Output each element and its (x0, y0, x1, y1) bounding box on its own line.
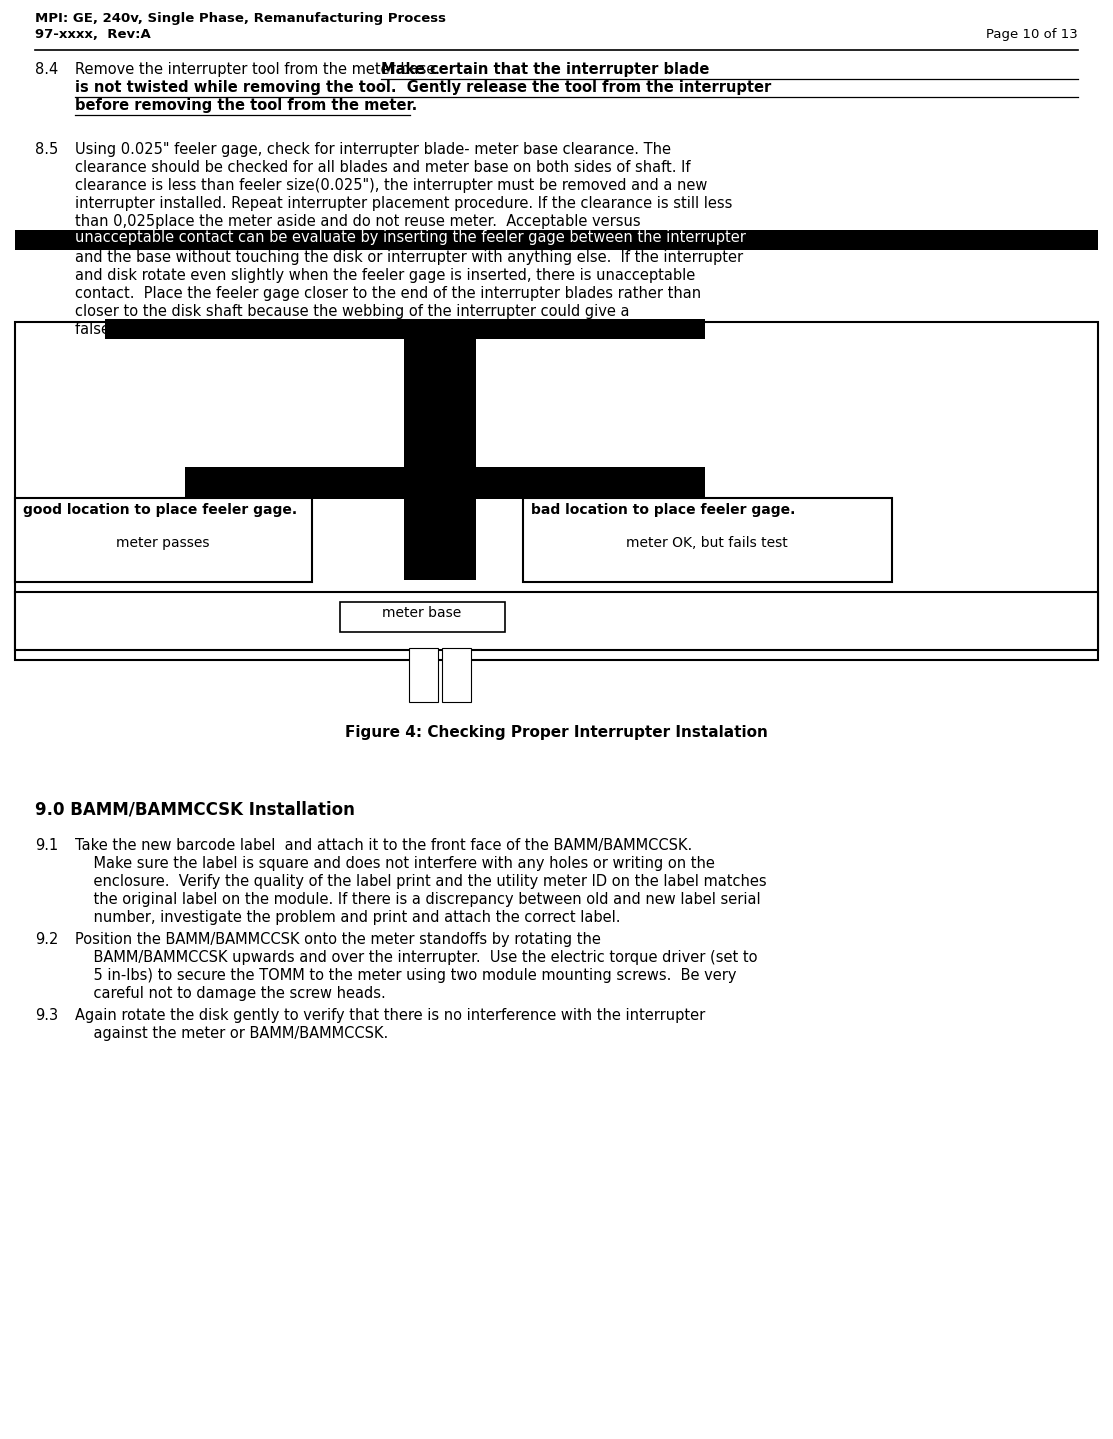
Text: Make certain that the interrupter blade: Make certain that the interrupter blade (381, 62, 709, 78)
Text: 9.3: 9.3 (35, 1007, 58, 1023)
Bar (14, 230, 1099, 250)
Text: is not twisted while removing the tool.  Gently release the tool from the interr: is not twisted while removing the tool. … (75, 81, 771, 95)
Text: Position the BAMM/BAMMCCSK onto the meter standoffs by rotating the: Position the BAMM/BAMMCCSK onto the mete… (75, 932, 601, 947)
Text: Take the new barcode label  and attach it to the front face of the BAMM/BAMMCCSK: Take the new barcode label and attach it… (75, 837, 692, 853)
Bar (185, 468, 705, 499)
Text: meter base: meter base (383, 606, 462, 620)
Text: unacceptable contact can be evaluate by inserting the feeler gage between the in: unacceptable contact can be evaluate by … (75, 230, 746, 245)
Bar (523, 498, 892, 581)
Text: unacceptable contact can be evaluate by inserting the feeler gage between the in: unacceptable contact can be evaluate by … (75, 232, 746, 248)
Text: the original label on the module. If there is a discrepancy between old and new : the original label on the module. If the… (75, 892, 760, 907)
Text: Again rotate the disk gently to verify that there is no interference with the in: Again rotate the disk gently to verify t… (75, 1007, 706, 1023)
Text: interrupter installed. Repeat interrupter placement procedure. If the clearance : interrupter installed. Repeat interrupte… (75, 196, 732, 212)
Text: enclosure.  Verify the quality of the label print and the utility meter ID on th: enclosure. Verify the quality of the lab… (75, 873, 767, 889)
Bar (442, 648, 471, 702)
Text: against the meter or BAMM/BAMMCCSK.: against the meter or BAMM/BAMMCCSK. (75, 1026, 388, 1040)
Text: meter OK, but fails test: meter OK, but fails test (627, 535, 788, 550)
Bar (339, 602, 505, 632)
Bar (408, 648, 439, 702)
Text: bad location to place feeler gage.: bad location to place feeler gage. (531, 504, 796, 517)
Text: Page 10 of 13: Page 10 of 13 (986, 27, 1078, 40)
Text: good location to place feeler gage.: good location to place feeler gage. (23, 504, 297, 517)
Text: contact.  Place the feeler gage closer to the end of the interrupter blades rath: contact. Place the feeler gage closer to… (75, 286, 701, 301)
Text: careful not to damage the screw heads.: careful not to damage the screw heads. (75, 986, 386, 1002)
Text: clearance is less than feeler size(0.025"), the interrupter must be removed and : clearance is less than feeler size(0.025… (75, 178, 708, 193)
Text: Using 0.025" feeler gage, check for interrupter blade- meter base clearance. The: Using 0.025" feeler gage, check for inte… (75, 142, 671, 157)
Text: number, investigate the problem and print and attach the correct label.: number, investigate the problem and prin… (75, 909, 621, 925)
Text: 9.0 BAMM/BAMMCCSK Installation: 9.0 BAMM/BAMMCCSK Installation (35, 800, 355, 817)
Text: 8.4: 8.4 (35, 62, 58, 78)
Text: Make sure the label is square and does not interfere with any holes or writing o: Make sure the label is square and does n… (75, 856, 715, 871)
Text: 8.5: 8.5 (35, 142, 58, 157)
Bar (105, 319, 705, 340)
Bar (14, 591, 1099, 650)
Text: than 0,025place the meter aside and do not reuse meter.  Acceptable versus: than 0,025place the meter aside and do n… (75, 214, 641, 229)
Text: clearance should be checked for all blades and meter base on both sides of shaft: clearance should be checked for all blad… (75, 160, 690, 176)
Text: meter passes: meter passes (116, 535, 209, 550)
Text: closer to the disk shaft because the webbing of the interrupter could give a: closer to the disk shaft because the web… (75, 304, 630, 319)
Text: BAMM/BAMMCCSK upwards and over the interrupter.  Use the electric torque driver : BAMM/BAMMCCSK upwards and over the inter… (75, 950, 758, 966)
Text: 5 in-lbs) to secure the TOMM to the meter using two module mounting screws.  Be : 5 in-lbs) to secure the TOMM to the mete… (75, 968, 737, 983)
Text: Figure 4: Checking Proper Interrupter Instalation: Figure 4: Checking Proper Interrupter In… (345, 725, 768, 740)
Text: 9.2: 9.2 (35, 932, 58, 947)
Text: MPI: GE, 240v, Single Phase, Remanufacturing Process: MPI: GE, 240v, Single Phase, Remanufactu… (35, 12, 446, 24)
Text: false failure reading.: false failure reading. (75, 322, 226, 337)
Text: 97-xxxx,  Rev:A: 97-xxxx, Rev:A (35, 27, 150, 40)
Bar (14, 322, 1099, 661)
Text: and disk rotate even slightly when the feeler gage is inserted, there is unaccep: and disk rotate even slightly when the f… (75, 268, 696, 283)
Text: and the base without touching the disk or interrupter with anything else.  If th: and the base without touching the disk o… (75, 250, 743, 265)
Bar (404, 330, 476, 580)
Bar (14, 498, 312, 581)
Text: 9.1: 9.1 (35, 837, 58, 853)
Text: Remove the interrupter tool from the meter base.: Remove the interrupter tool from the met… (75, 62, 445, 78)
Text: before removing the tool from the meter.: before removing the tool from the meter. (75, 98, 417, 114)
